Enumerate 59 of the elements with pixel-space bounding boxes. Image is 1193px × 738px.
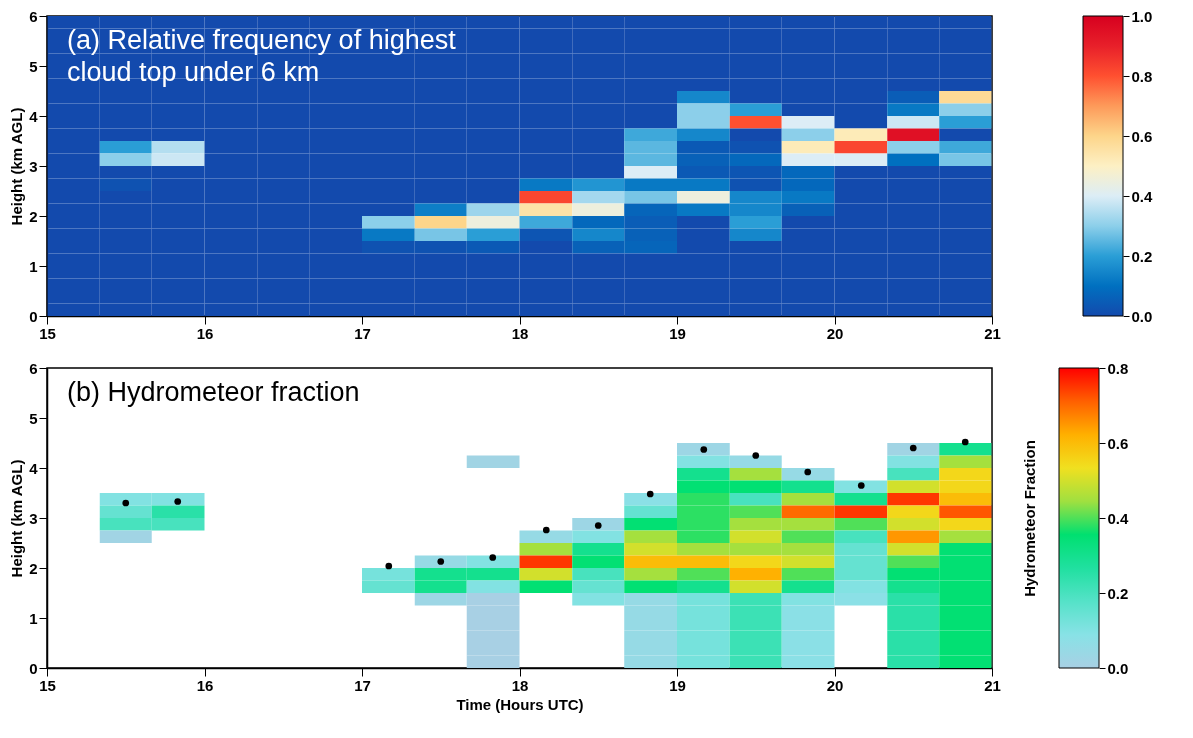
x-tick-label: 20 (826, 676, 844, 694)
color-bar-label: 0.0 (1107, 659, 1129, 677)
y-axis-title: Height (km AGL) (8, 107, 26, 226)
color-bar-label: 0.8 (1107, 359, 1129, 377)
y-tick-label: 4 (29, 459, 39, 477)
point (752, 452, 760, 459)
x-tick-label: 18 (511, 676, 529, 694)
point (122, 499, 130, 507)
y-tick-label: 5 (29, 57, 38, 75)
point (385, 562, 393, 570)
color-bar-label: 0.6 (1107, 434, 1129, 452)
point (646, 490, 654, 498)
x-tick-label: 19 (669, 676, 686, 694)
y-tick-label: 4 (29, 107, 39, 125)
point (857, 482, 865, 489)
color-bar-label: 0.4 (1107, 509, 1130, 527)
x-tick-label: 20 (826, 324, 844, 342)
x-tick-label: 21 (984, 676, 1001, 694)
chart-title: (b) Hydrometeor fraction (67, 377, 360, 407)
color-bar-label: 0.8 (1131, 67, 1153, 85)
color-bar-label: 0.4 (1131, 187, 1154, 205)
point (700, 446, 708, 453)
color-bar-label: 0.2 (1131, 247, 1153, 265)
y-tick-label: 1 (29, 257, 38, 275)
point (909, 444, 917, 452)
y-tick-label: 0 (29, 659, 38, 677)
y-tick-label: 6 (29, 359, 38, 377)
text: (a) Relative frequency of highest cloud top under 6 km (67, 25, 457, 87)
x-tick-label: 21 (984, 324, 1001, 342)
y-axis-title: Height (km AGL) (8, 459, 26, 578)
color-bar-label: 1.0 (1131, 7, 1153, 25)
point (174, 498, 182, 505)
x-tick-label: 17 (354, 324, 371, 342)
x-tick-label: 15 (39, 676, 56, 694)
y-tick-label: 1 (29, 609, 38, 627)
y-tick-label: 2 (29, 207, 38, 225)
point (542, 526, 550, 534)
x-tick-label: 16 (196, 324, 214, 342)
y-tick-label: 0 (29, 307, 38, 325)
y-tick-label: 3 (29, 157, 38, 175)
y-tick-label: 6 (29, 7, 38, 25)
x-tick-label: 17 (354, 676, 371, 694)
point (489, 554, 497, 561)
y-tick-label: 2 (29, 559, 38, 577)
color-bar-label: 0.0 (1131, 307, 1153, 325)
color-bar-title: Hydrometeor Fraction (1020, 440, 1038, 597)
x-tick-label: 19 (669, 324, 686, 342)
y-tick-label: 3 (29, 509, 38, 527)
color-bar-label: 0.2 (1107, 584, 1129, 602)
point (961, 438, 969, 446)
x-tick-label: 18 (511, 324, 529, 342)
x-tick-label: 16 (196, 676, 214, 694)
point (594, 522, 602, 529)
point (437, 558, 445, 565)
x-tick-label: 15 (39, 324, 56, 342)
point (804, 468, 812, 476)
color-bar-label: 0.6 (1131, 127, 1153, 145)
y-tick-label: 5 (29, 409, 38, 427)
x-axis-title: Time (Hours UTC) (456, 695, 584, 713)
